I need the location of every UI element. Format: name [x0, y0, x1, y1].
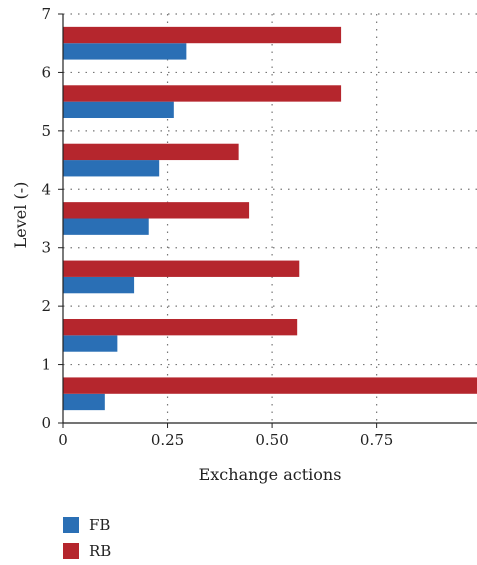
legend-swatch [63, 543, 79, 559]
bar-rb-0 [63, 377, 477, 394]
legend-label: FB [89, 516, 111, 534]
y-tick-label: 7 [41, 5, 51, 23]
x-tick-label: 0 [58, 431, 68, 449]
y-tick-label: 0 [41, 414, 51, 432]
legend-item-fb: FB [63, 512, 111, 538]
axes [58, 13, 477, 428]
y-tick-label: 1 [41, 356, 51, 374]
x-tick-label: 0.25 [151, 431, 184, 449]
legend-label: RB [89, 542, 112, 560]
y-tick-label: 6 [41, 63, 51, 81]
bar-fb-0 [63, 393, 105, 411]
bar-fb-4 [63, 160, 160, 177]
y-tick-label: 3 [41, 239, 51, 257]
bar-fb-3 [63, 218, 149, 235]
x-tick-label: 0.50 [255, 431, 288, 449]
bar-fb-6 [63, 43, 187, 60]
bar-rb-5 [63, 85, 342, 102]
bar-rb-3 [63, 202, 250, 219]
bar-fb-5 [63, 101, 174, 119]
tick-labels: 0 0.25 0.50 0.75 0 1 2 3 4 5 6 7 [41, 5, 393, 449]
legend-swatch [63, 517, 79, 533]
y-tick-label: 2 [41, 297, 51, 315]
bars [63, 26, 477, 411]
grid-lines [63, 13, 477, 423]
y-tick-label: 5 [41, 122, 51, 140]
y-axis-label: Level (-) [11, 182, 30, 249]
x-axis-label: Exchange actions [199, 465, 342, 484]
bar-rb-2 [63, 260, 300, 277]
chart: 0 0.25 0.50 0.75 0 1 2 3 4 5 6 7 Exchange actions L… [11, 5, 477, 484]
bar-rb-1 [63, 318, 298, 336]
x-tick-label: 0.75 [360, 431, 393, 449]
y-tick-label: 4 [41, 180, 51, 198]
legend: FB RB [63, 512, 111, 564]
legend-item-rb: RB [63, 538, 111, 564]
bar-fb-2 [63, 276, 135, 294]
bar-rb-4 [63, 143, 239, 161]
bar-rb-6 [63, 26, 342, 44]
bar-fb-1 [63, 335, 118, 352]
